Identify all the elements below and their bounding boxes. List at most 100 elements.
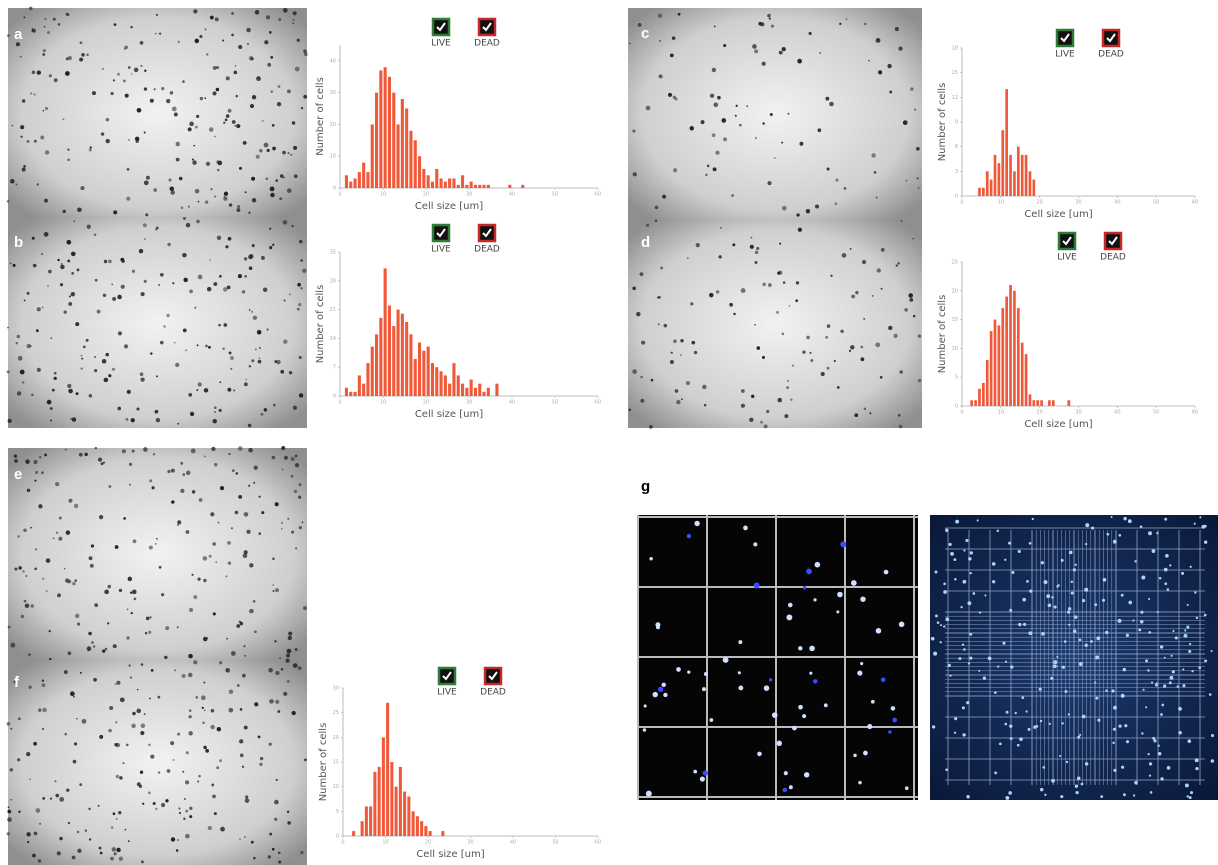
bar <box>427 347 430 396</box>
cell-dot <box>1204 659 1207 662</box>
cell-dot <box>214 195 216 197</box>
cell-dot <box>219 381 221 383</box>
y-tick-label: 21 <box>330 307 336 313</box>
cell-dot <box>738 640 742 644</box>
y-tick-label: 3 <box>955 169 958 175</box>
cell-dot <box>1081 783 1084 786</box>
cell-dot <box>42 307 44 309</box>
x-axis-label: Cell size [um] <box>416 849 484 860</box>
cell-dot <box>243 553 248 558</box>
cell-dot <box>140 770 143 773</box>
cell-dot <box>1061 722 1063 724</box>
cell-dot <box>1074 615 1077 618</box>
cell-dot <box>656 625 660 629</box>
cell-dot <box>110 857 114 861</box>
cell-dot <box>1164 582 1167 585</box>
cell-dot <box>953 558 956 561</box>
cell-dot <box>71 272 74 275</box>
cell-dot <box>232 469 235 472</box>
cell-dot <box>68 302 72 306</box>
cell-dot <box>243 141 247 145</box>
cell-dot <box>269 833 272 836</box>
cell-dot <box>646 791 652 797</box>
cell-dot <box>89 838 91 840</box>
cell-dot <box>42 683 46 687</box>
cell-dot <box>269 699 274 704</box>
cell-dot <box>269 246 272 249</box>
cell-dot <box>225 119 228 122</box>
cell-dot <box>264 143 269 148</box>
cell-dot <box>64 733 67 736</box>
cell-dot <box>103 462 105 464</box>
cell-dot <box>723 44 726 47</box>
cell-dot <box>210 188 212 190</box>
cell-dot <box>1021 696 1024 699</box>
cell-dot <box>288 636 292 640</box>
cell-dot <box>1105 631 1108 634</box>
cell-dot <box>7 810 11 814</box>
cell-dot <box>73 696 75 698</box>
cell-dot <box>10 262 12 264</box>
cell-dot <box>806 209 810 213</box>
cell-dot <box>20 370 25 375</box>
cell-dot <box>190 734 192 736</box>
cell-dot <box>918 335 921 338</box>
cell-dot <box>659 74 663 78</box>
cell-dot <box>872 295 874 297</box>
cell-dot <box>672 36 676 40</box>
cell-dot <box>278 18 281 21</box>
bar <box>431 363 434 396</box>
cell-dot <box>110 92 113 95</box>
cell-dot <box>90 564 94 568</box>
bar <box>1001 308 1004 406</box>
cell-dot <box>197 780 199 782</box>
cell-dot <box>131 73 133 75</box>
bar <box>444 182 447 188</box>
bar <box>1021 155 1024 196</box>
cell-dot <box>123 517 126 520</box>
cell-dot <box>792 726 797 731</box>
cell-dot <box>77 207 82 212</box>
x-tick-label: 30 <box>1075 200 1081 206</box>
cell-dot <box>895 27 899 31</box>
cell-dot <box>186 530 190 534</box>
cell-dot <box>297 308 300 311</box>
cell-dot <box>1182 684 1185 687</box>
cell-dot <box>119 776 123 780</box>
cell-dot <box>144 280 147 283</box>
cell-dot <box>175 363 179 367</box>
cell-dot <box>32 28 34 30</box>
cell-dot <box>193 660 197 664</box>
cell-dot <box>115 683 117 685</box>
cell-dot <box>231 651 236 656</box>
bar <box>448 178 451 188</box>
cell-dot <box>103 294 106 297</box>
cell-dot <box>18 356 23 361</box>
cell-dot <box>887 64 891 68</box>
cell-dot <box>1079 662 1083 666</box>
cell-dot <box>295 455 298 458</box>
cell-dot <box>298 666 302 670</box>
cell-dot <box>962 706 965 709</box>
cell-dot <box>746 105 748 107</box>
cell-dot <box>13 264 16 267</box>
cell-dot <box>1152 549 1156 553</box>
cell-dot <box>140 731 144 735</box>
cell-dot <box>298 303 301 306</box>
cell-dot <box>155 33 157 35</box>
x-tick-label: 40 <box>1114 200 1120 206</box>
cell-dot <box>219 409 222 412</box>
cell-dot <box>74 579 77 582</box>
cell-dot <box>271 90 273 92</box>
cell-dot <box>203 746 207 750</box>
cell-dot <box>160 341 164 345</box>
cell-dot <box>249 309 251 311</box>
cell-dot <box>29 686 32 689</box>
cell-dot <box>899 622 905 628</box>
cell-dot <box>969 656 972 659</box>
bar <box>424 826 427 836</box>
cell-dot <box>233 390 235 392</box>
cell-dot <box>238 45 242 49</box>
cell-dot <box>114 852 117 855</box>
cell-dot <box>23 165 26 168</box>
